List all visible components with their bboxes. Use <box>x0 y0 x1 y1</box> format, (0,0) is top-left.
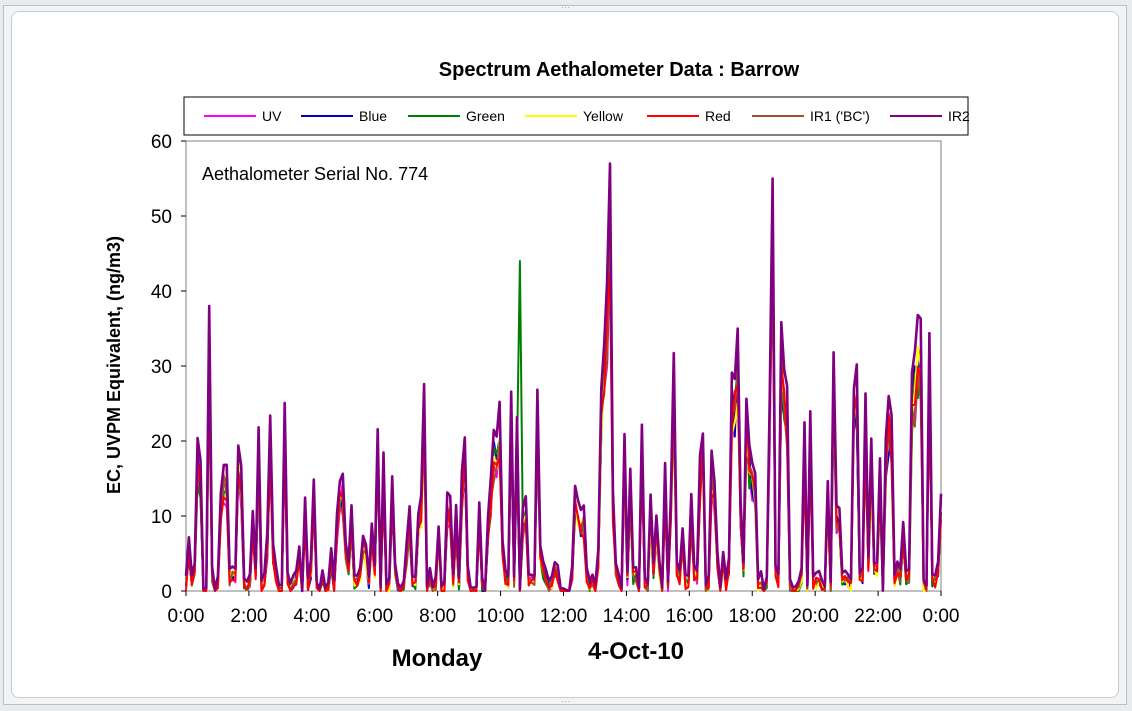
y-tick-label: 20 <box>151 432 172 453</box>
chart-title: Spectrum Aethalometer Data : Barrow <box>439 59 800 81</box>
legend-label: Green <box>466 108 505 124</box>
x-tick-label: 4:00 <box>293 606 330 627</box>
y-tick-label: 30 <box>151 357 172 378</box>
x-axis: 0:00 2:00 4:00 6:00 8:00 10:00 12:00 14:00 16:00… <box>168 591 960 627</box>
legend-label: Red <box>705 108 731 124</box>
resize-handle-bottom[interactable]: ··· <box>561 698 571 706</box>
x-tick-label: 2:00 <box>230 606 267 627</box>
x-tick-label: 14:00 <box>603 606 651 627</box>
x-tick-label: 16:00 <box>666 606 714 627</box>
x-tick-label: 8:00 <box>419 606 456 627</box>
y-axis: 0 10 20 30 40 50 60 <box>151 132 186 603</box>
y-tick-label: 40 <box>151 282 172 303</box>
y-tick-label: 10 <box>151 507 172 528</box>
x-tick-label: 6:00 <box>356 606 393 627</box>
legend-label: Blue <box>359 108 387 124</box>
x-axis-date-label: 4-Oct-10 <box>588 638 684 665</box>
y-axis-label: EC, UVPM Equivalent, (ng/m3) <box>104 236 124 494</box>
x-tick-label: 10:00 <box>477 606 525 627</box>
x-tick-label: 0:00 <box>923 606 960 627</box>
x-tick-label: 0:00 <box>168 606 205 627</box>
legend: UV Blue Green Yellow Red IR1 ('BC') IR2 <box>204 108 970 124</box>
y-tick-label: 50 <box>151 207 172 228</box>
series-line-ir2 <box>184 162 943 593</box>
resize-handle-top[interactable]: ··· <box>561 4 571 12</box>
x-tick-label: 22:00 <box>854 606 902 627</box>
x-tick-label: 12:00 <box>540 606 588 627</box>
annotation: Aethalometer Serial No. 774 <box>202 164 428 184</box>
series-group <box>184 162 943 593</box>
legend-label: IR2 <box>948 108 970 124</box>
y-tick-label: 0 <box>161 582 172 603</box>
legend-label: UV <box>262 108 282 124</box>
x-tick-label: 18:00 <box>728 606 776 627</box>
legend-label: IR1 ('BC') <box>810 108 870 124</box>
y-tick-label: 60 <box>151 132 172 153</box>
legend-label: Yellow <box>583 108 624 124</box>
x-axis-day-label: Monday <box>392 645 483 672</box>
x-tick-label: 20:00 <box>791 606 839 627</box>
